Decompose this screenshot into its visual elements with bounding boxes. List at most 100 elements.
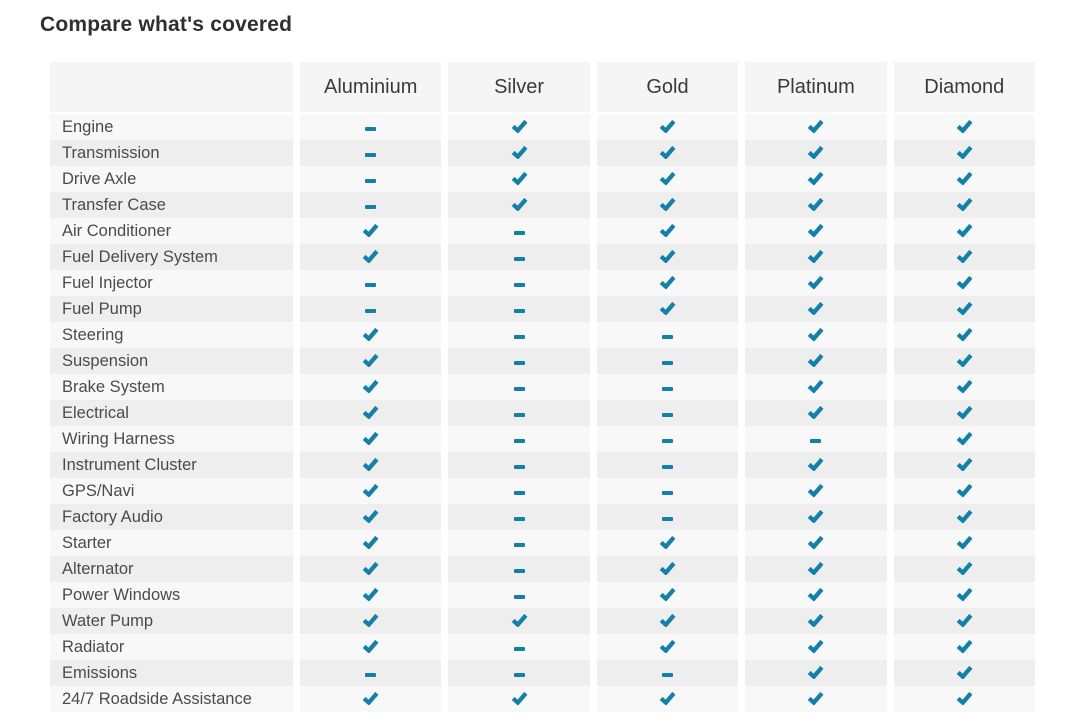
check-icon <box>362 223 379 237</box>
check-icon <box>808 327 824 341</box>
table-row: Fuel Delivery System <box>50 244 1035 270</box>
table-row: Radiator <box>50 634 1035 660</box>
coverage-cell <box>441 140 590 166</box>
table-row: GPS/Navi <box>50 478 1035 504</box>
coverage-cell <box>589 504 739 530</box>
check-icon <box>956 561 973 575</box>
coverage-cell <box>738 660 887 686</box>
check-icon <box>956 691 973 705</box>
dash-icon <box>661 386 673 391</box>
check-icon <box>659 275 676 289</box>
coverage-cell <box>589 556 739 582</box>
coverage-cell <box>293 322 442 348</box>
coverage-cell <box>589 400 739 426</box>
coverage-cell <box>293 270 442 296</box>
coverage-cell <box>441 166 590 192</box>
row-label: Water Pump <box>50 608 293 634</box>
dash-icon <box>661 672 673 677</box>
coverage-cell <box>589 374 739 400</box>
header-row: Aluminium Silver Gold Platinum Diamond <box>50 62 1035 114</box>
check-icon <box>659 561 676 575</box>
check-icon <box>956 665 973 679</box>
check-icon <box>956 535 973 549</box>
coverage-cell <box>886 608 1035 634</box>
check-icon <box>808 197 824 211</box>
check-icon <box>362 509 379 523</box>
coverage-cell <box>589 478 739 504</box>
check-icon <box>362 431 379 445</box>
row-label: Emissions <box>50 660 293 686</box>
check-icon <box>808 301 824 315</box>
coverage-cell <box>886 270 1035 296</box>
table-row: Transfer Case <box>50 192 1035 218</box>
table-row: Suspension <box>50 348 1035 374</box>
row-label: Steering <box>50 322 293 348</box>
coverage-cell <box>293 530 442 556</box>
check-icon <box>956 509 973 523</box>
dash-icon <box>365 672 377 677</box>
table-row: Transmission <box>50 140 1035 166</box>
dash-icon <box>513 672 525 677</box>
coverage-cell <box>293 582 442 608</box>
table-row: Fuel Injector <box>50 270 1035 296</box>
check-icon <box>659 119 676 133</box>
coverage-cell <box>441 686 590 712</box>
check-icon <box>808 171 824 185</box>
dash-icon <box>513 516 525 521</box>
table-row: Emissions <box>50 660 1035 686</box>
table-row: Starter <box>50 530 1035 556</box>
check-icon <box>362 535 379 549</box>
coverage-cell <box>886 530 1035 556</box>
dash-icon <box>365 204 377 209</box>
check-icon <box>956 249 973 263</box>
table-row: Air Conditioner <box>50 218 1035 244</box>
column-header: Aluminium <box>293 62 442 114</box>
coverage-cell <box>441 114 590 140</box>
coverage-cell <box>589 140 739 166</box>
coverage-cell <box>886 452 1035 478</box>
dash-icon <box>513 438 525 443</box>
coverage-cell <box>738 582 887 608</box>
coverage-cell <box>589 686 739 712</box>
coverage-cell <box>441 634 590 660</box>
check-icon <box>362 249 379 263</box>
check-icon <box>362 353 379 367</box>
coverage-cell <box>738 192 887 218</box>
coverage-cell <box>886 686 1035 712</box>
check-icon <box>659 171 676 185</box>
dash-icon <box>513 308 525 313</box>
dash-icon <box>513 282 525 287</box>
check-icon <box>511 197 528 211</box>
check-icon <box>659 223 676 237</box>
check-icon <box>659 639 676 653</box>
row-label: Starter <box>50 530 293 556</box>
column-header: Diamond <box>886 62 1035 114</box>
dash-icon <box>661 334 673 339</box>
check-icon <box>511 171 528 185</box>
row-label: Drive Axle <box>50 166 293 192</box>
check-icon <box>659 691 676 705</box>
coverage-cell <box>886 634 1035 660</box>
check-icon <box>956 145 973 159</box>
check-icon <box>808 119 824 133</box>
coverage-cell <box>293 452 442 478</box>
coverage-cell <box>441 218 590 244</box>
row-label: Suspension <box>50 348 293 374</box>
check-icon <box>659 145 676 159</box>
coverage-cell <box>441 192 590 218</box>
coverage-cell <box>293 426 442 452</box>
check-icon <box>659 587 676 601</box>
coverage-cell <box>738 166 887 192</box>
check-icon <box>659 613 676 627</box>
dash-icon <box>661 438 673 443</box>
coverage-cell <box>738 114 887 140</box>
table-row: Water Pump <box>50 608 1035 634</box>
coverage-cell <box>886 348 1035 374</box>
table-row: Instrument Cluster <box>50 452 1035 478</box>
check-icon <box>808 561 824 575</box>
coverage-cell <box>886 192 1035 218</box>
check-icon <box>956 171 973 185</box>
coverage-cell <box>886 400 1035 426</box>
row-label: Factory Audio <box>50 504 293 530</box>
dash-icon <box>661 516 673 521</box>
